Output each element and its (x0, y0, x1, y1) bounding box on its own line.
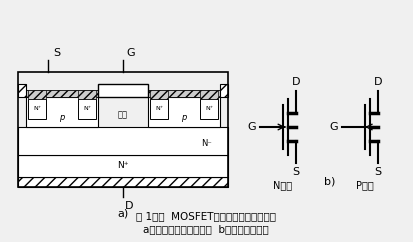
Bar (26, 90, 98, 97)
Text: N⁺: N⁺ (33, 106, 41, 112)
Text: a): a) (117, 208, 128, 218)
Text: N⁺: N⁺ (205, 106, 213, 112)
Text: D: D (125, 201, 133, 211)
Bar (78, 99, 96, 119)
Text: p: p (59, 113, 65, 121)
Text: a）内部结构断面示意图  b）电气图形符号: a）内部结构断面示意图 b）电气图形符号 (143, 224, 269, 234)
Bar (18, 127, 228, 155)
Bar (150, 99, 168, 119)
Text: G: G (330, 122, 338, 132)
Text: p: p (181, 113, 187, 121)
Text: N⁺: N⁺ (83, 106, 91, 112)
Bar (200, 99, 218, 119)
Bar (18, 155, 228, 177)
Bar (150, 90, 168, 99)
Text: G: G (247, 122, 256, 132)
Bar (18, 177, 228, 187)
Bar (98, 84, 148, 97)
Text: G: G (126, 48, 135, 58)
Text: b): b) (324, 177, 336, 187)
Text: N⁻: N⁻ (201, 138, 211, 148)
Bar (220, 84, 228, 97)
Bar (28, 90, 46, 99)
Text: P沟道: P沟道 (356, 180, 374, 190)
Bar (78, 90, 96, 99)
Bar (28, 99, 46, 119)
Bar (18, 72, 228, 187)
Text: S: S (53, 48, 60, 58)
Text: 沟道: 沟道 (118, 111, 128, 120)
Text: S: S (292, 167, 299, 177)
Text: N沟道: N沟道 (273, 180, 292, 190)
Bar (148, 90, 220, 97)
Bar (148, 97, 220, 127)
Text: D: D (374, 77, 382, 87)
Bar (200, 90, 218, 99)
Text: 图 1功率  MOSFET的结构和电气图形符号: 图 1功率 MOSFET的结构和电气图形符号 (136, 211, 276, 221)
Bar (26, 97, 98, 127)
Text: S: S (375, 167, 382, 177)
Bar (18, 84, 26, 97)
Text: D: D (292, 77, 300, 87)
Text: N⁺: N⁺ (155, 106, 163, 112)
Text: N⁺: N⁺ (117, 161, 129, 171)
